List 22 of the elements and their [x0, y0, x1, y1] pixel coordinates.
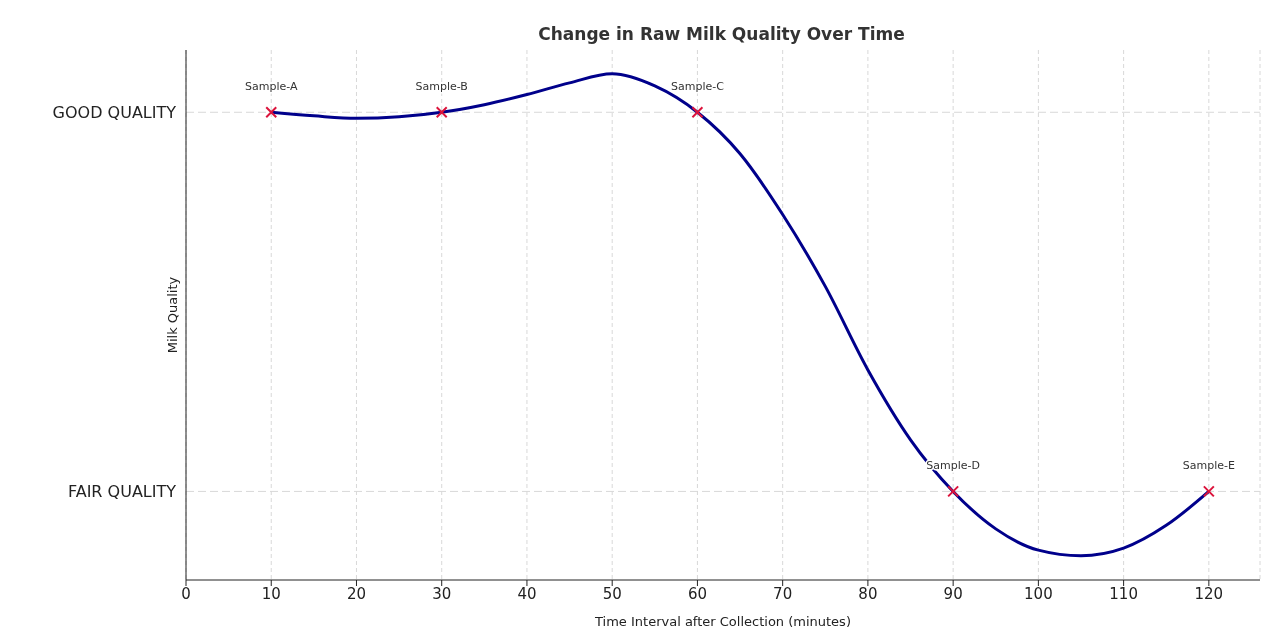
x-tick-label: 90	[943, 584, 963, 603]
y-axis-title: Milk Quality	[164, 276, 180, 354]
x-tick-label: 50	[602, 584, 622, 603]
annotation: Sample-E	[1182, 459, 1235, 473]
x-tick-label: 120	[1194, 584, 1224, 603]
chart-title: Change in Raw Milk Quality Over Time	[537, 24, 906, 44]
x-tick-label: 60	[687, 584, 707, 603]
x-tick-label: 100	[1024, 584, 1053, 603]
annotation: Sample-B	[415, 80, 468, 94]
x-tick-label: 0	[181, 584, 191, 603]
x-tick-label: 30	[432, 584, 452, 603]
annotation: Sample-C	[670, 80, 725, 94]
x-tick-label: 110	[1109, 584, 1138, 603]
ref-line-label: GOOD QUALITY	[52, 102, 177, 122]
ref-line-label: FAIR QUALITY	[67, 482, 177, 502]
x-tick-label: 40	[517, 584, 537, 603]
annotation: Sample-A	[244, 80, 298, 94]
x-tick-label: 20	[346, 584, 367, 603]
x-tick-label: 70	[773, 584, 793, 603]
x-tick-label: 10	[261, 584, 281, 603]
x-axis-title: Time Interval after Collection (minutes)	[594, 614, 851, 629]
x-tick-label: 80	[858, 584, 878, 603]
